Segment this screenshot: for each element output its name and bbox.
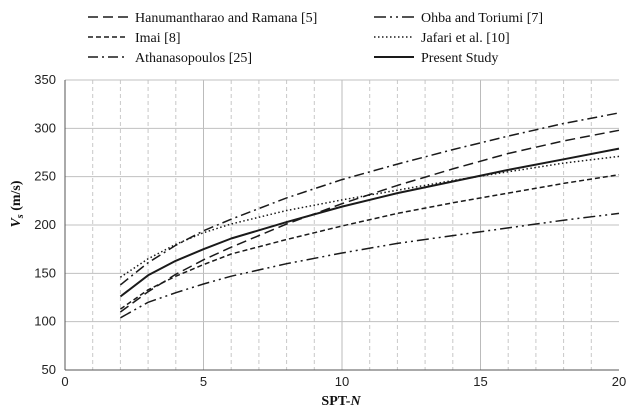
y-axis-title: Vs (m/s) (9, 180, 26, 227)
legend: Hanumantharao and Ramana [5] Ohba and Tor… (88, 11, 543, 66)
series-line (119, 112, 620, 286)
legend-label: Present Study (421, 51, 498, 66)
y-tick-label: 100 (34, 314, 56, 329)
legend-label: Hanumantharao and Ramana [5] (135, 11, 317, 26)
y-tick-label: 300 (34, 120, 56, 135)
x-tick-label: 20 (612, 374, 626, 389)
x-tick-label: 5 (200, 374, 207, 389)
axes (64, 80, 619, 371)
tick-labels: 0 5 10 15 20 50 100 150 200 250 300 350 (34, 72, 626, 389)
x-axis-title-main: SPT- (321, 394, 350, 409)
y-axis-title-unit: (m/s) (9, 180, 24, 214)
y-tick-label: 150 (34, 265, 56, 280)
x-tick-label: 15 (473, 374, 487, 389)
series-lines (119, 112, 620, 319)
legend-label: Athanasopoulos [25] (135, 51, 252, 66)
x-axis-title-italic: N (349, 394, 361, 409)
x-axis-title: SPT-N (321, 394, 361, 409)
legend-label: Jafari et al. [10] (421, 31, 510, 46)
y-axis-title-subscript: s (15, 214, 26, 219)
series-line (120, 212, 620, 319)
y-tick-label: 350 (34, 72, 56, 87)
y-axis-title-symbol: V (9, 217, 24, 228)
y-tick-label: 200 (34, 217, 56, 232)
grid (65, 79, 619, 370)
legend-label: Ohba and Toriumi [7] (421, 11, 543, 26)
x-tick-label: 0 (61, 374, 68, 389)
y-tick-label: 250 (34, 169, 56, 184)
x-tick-label: 10 (335, 374, 349, 389)
legend-label: Imai [8] (135, 31, 180, 46)
series-line (119, 155, 620, 278)
series-line (119, 173, 620, 310)
y-tick-label: 50 (42, 362, 56, 377)
series-line (119, 147, 620, 298)
